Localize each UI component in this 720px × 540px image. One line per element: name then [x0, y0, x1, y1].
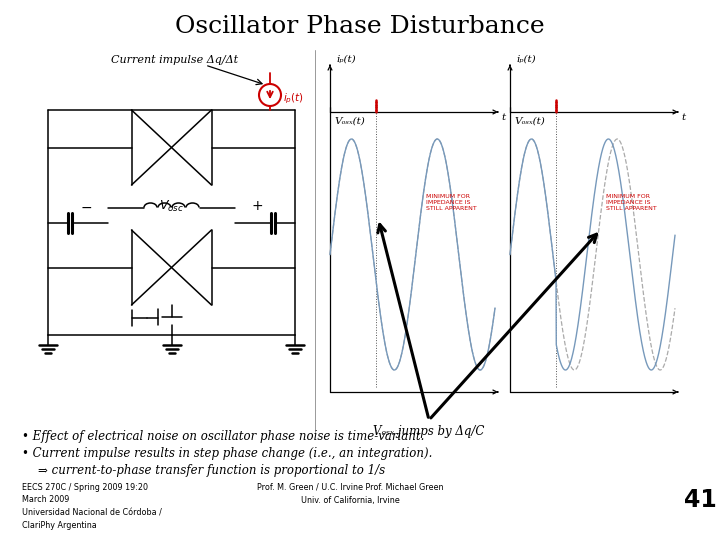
Circle shape: [259, 84, 281, 106]
Text: • Effect of electrical noise on oscillator phase noise is time-variant.: • Effect of electrical noise on oscillat…: [22, 430, 424, 443]
Text: iₚ(t): iₚ(t): [336, 55, 356, 64]
Text: Vₒₛₓ(t): Vₒₛₓ(t): [334, 117, 365, 126]
Text: • Current impulse results in step phase change (i.e., an integration).: • Current impulse results in step phase …: [22, 447, 433, 460]
Text: t: t: [501, 113, 505, 122]
Text: $V_{osc}$: $V_{osc}$: [159, 199, 184, 214]
Text: $i_p(t)$: $i_p(t)$: [283, 92, 304, 106]
Text: Vₒₛₓ(t): Vₒₛₓ(t): [514, 117, 545, 126]
Text: MINIMUM FOR
IMPEDANCE IS
STILL APPARENT: MINIMUM FOR IMPEDANCE IS STILL APPARENT: [426, 194, 477, 211]
Text: $+$: $+$: [251, 199, 263, 213]
Text: MINIMUM FOR
IMPEDANCE IS
STILL APPARENT: MINIMUM FOR IMPEDANCE IS STILL APPARENT: [606, 194, 657, 211]
Text: Vₒₛₓ jumps by Δq/C: Vₒₛₓ jumps by Δq/C: [373, 425, 485, 438]
Text: t: t: [681, 113, 685, 122]
Text: Current impulse Δq/Δt: Current impulse Δq/Δt: [112, 55, 238, 65]
Text: Prof. M. Green / U.C. Irvine Prof. Michael Green
Univ. of California, Irvine: Prof. M. Green / U.C. Irvine Prof. Micha…: [257, 483, 444, 504]
Text: ⇒ current-to-phase transfer function is proportional to 1/s: ⇒ current-to-phase transfer function is …: [38, 464, 385, 477]
Text: $-$: $-$: [80, 199, 92, 213]
Text: 41: 41: [683, 488, 716, 512]
Text: Oscillator Phase Disturbance: Oscillator Phase Disturbance: [175, 15, 545, 38]
Text: iₚ(t): iₚ(t): [516, 55, 536, 64]
Text: EECS 270C / Spring 2009 19:20
March 2009
Universidad Nacional de Córdoba /
Clari: EECS 270C / Spring 2009 19:20 March 2009…: [22, 483, 162, 530]
